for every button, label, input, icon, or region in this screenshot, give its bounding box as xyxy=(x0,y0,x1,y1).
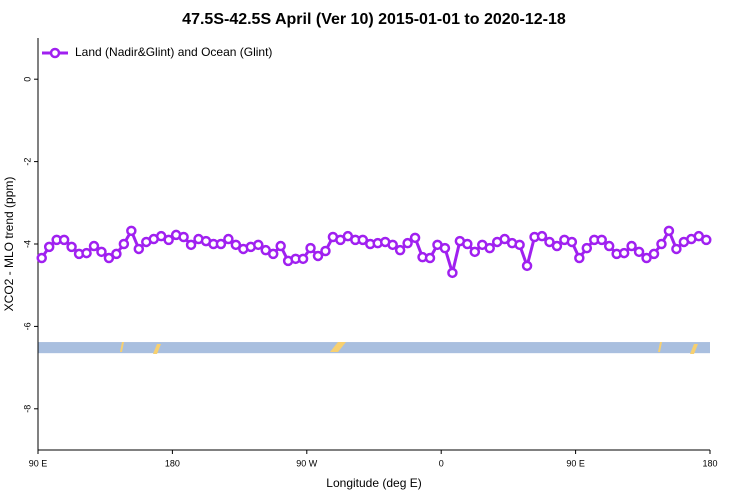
y-tick-label: -2 xyxy=(22,158,32,166)
chart-title: 47.5S-42.5S April (Ver 10) 2015-01-01 to… xyxy=(182,11,566,28)
point xyxy=(133,243,145,255)
point xyxy=(521,260,533,272)
point xyxy=(163,234,174,246)
point xyxy=(484,242,495,254)
point xyxy=(320,245,331,257)
y-tick-label: 0 xyxy=(22,77,32,82)
x-tick-label: 0 xyxy=(439,458,444,468)
point xyxy=(701,234,712,246)
y-axis-label: XCO2 - MLO trend (ppm) xyxy=(2,177,16,312)
point xyxy=(66,241,77,253)
point xyxy=(536,230,548,242)
point xyxy=(357,234,369,246)
point xyxy=(230,239,242,251)
x-tick-label: 90 W xyxy=(296,458,318,468)
point xyxy=(297,253,309,265)
point xyxy=(618,247,630,259)
point xyxy=(663,225,675,237)
point xyxy=(178,231,189,243)
point xyxy=(656,238,667,250)
point xyxy=(394,244,406,256)
point xyxy=(671,243,682,255)
y-tick-label: -8 xyxy=(22,405,32,413)
point xyxy=(275,240,286,252)
y-tick-label: -4 xyxy=(22,240,32,248)
point xyxy=(267,248,279,260)
x-axis-label: Longitude (deg E) xyxy=(326,476,421,490)
point xyxy=(58,234,70,246)
point xyxy=(409,232,421,244)
point xyxy=(111,248,122,260)
point xyxy=(387,239,398,251)
point xyxy=(215,238,227,250)
point xyxy=(223,233,234,245)
point xyxy=(648,248,660,260)
band-marker xyxy=(120,342,124,352)
point xyxy=(596,234,607,246)
band-marker xyxy=(153,344,161,354)
point xyxy=(185,239,197,251)
point xyxy=(551,240,563,252)
x-tick-label: 180 xyxy=(702,458,717,468)
y-tick-label: -6 xyxy=(22,322,32,330)
x-tick-label: 180 xyxy=(165,458,180,468)
point xyxy=(641,252,652,264)
band-marker xyxy=(330,342,346,352)
band-marker xyxy=(658,342,662,352)
point xyxy=(462,238,473,250)
point xyxy=(447,267,458,279)
x-tick-label: 90 E xyxy=(566,458,585,468)
point xyxy=(439,242,451,254)
point xyxy=(499,233,510,245)
point xyxy=(88,240,100,252)
point xyxy=(424,252,436,264)
point xyxy=(574,252,585,264)
point xyxy=(566,236,578,248)
legend-label: Land (Nadir&Glint) and Ocean (Glint) xyxy=(75,45,272,59)
point xyxy=(305,242,316,254)
point xyxy=(118,238,130,250)
point xyxy=(633,246,645,258)
point xyxy=(43,241,55,253)
band-marker xyxy=(690,344,698,354)
point xyxy=(96,246,107,258)
point xyxy=(514,239,525,251)
point xyxy=(103,252,115,264)
point xyxy=(312,250,324,262)
point xyxy=(581,242,593,254)
point xyxy=(126,225,137,237)
x-tick-label: 90 E xyxy=(29,458,48,468)
point xyxy=(603,240,615,252)
point xyxy=(544,236,555,248)
point xyxy=(253,239,264,251)
point xyxy=(469,246,481,258)
band xyxy=(38,342,710,354)
point xyxy=(626,240,637,252)
point xyxy=(81,247,92,259)
legend-marker xyxy=(49,47,61,59)
point xyxy=(36,252,47,264)
point xyxy=(402,237,413,249)
